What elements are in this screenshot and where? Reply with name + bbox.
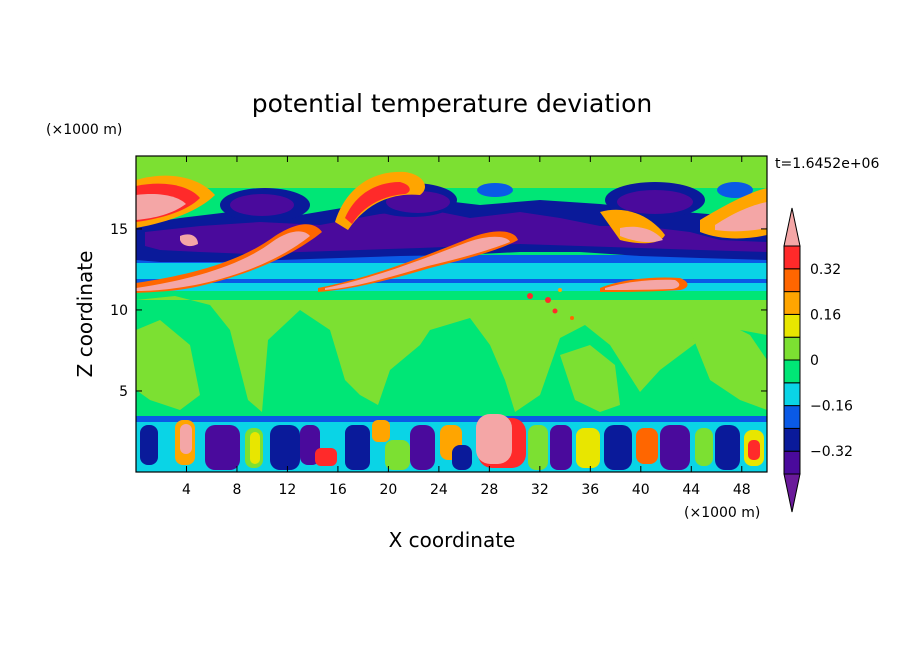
- colorbar-min-triangle: [783, 473, 801, 513]
- x-axis-ticks: 4 8 12 16 20 24 28 32 36 40 44 48: [182, 156, 751, 498]
- x-tick-label: 28: [480, 482, 498, 498]
- y-tick-label: 5: [119, 384, 128, 400]
- warm-front: [136, 231, 310, 291]
- upper-band: [136, 279, 767, 283]
- mid-positive-patch: [690, 320, 767, 410]
- plot-frame: [135, 155, 768, 473]
- lower-cells: [140, 414, 764, 470]
- colorbar-segment: [783, 268, 801, 293]
- colorbar-segment: [783, 427, 801, 452]
- mid-positive-patch: [136, 296, 767, 412]
- x-tick-label: 40: [632, 482, 650, 498]
- cold-blob: [477, 183, 513, 197]
- time-label: t=1.6452e+06: [775, 156, 879, 172]
- colorbar-tick-label: 0: [810, 353, 819, 369]
- y-axis-label: Z coordinate: [73, 251, 97, 378]
- warm-speck: [545, 297, 551, 303]
- colorbar-tick-label: 0.16: [810, 307, 841, 323]
- colorbar-segment: [783, 359, 801, 384]
- colorbar-segment: [783, 336, 801, 361]
- cold-blob: [230, 194, 294, 216]
- mid-positive-patch: [560, 345, 620, 412]
- x-tick-label: 16: [329, 482, 347, 498]
- x-axis-label: X coordinate: [389, 528, 516, 552]
- y-axis-ticks: 5 10 15: [110, 222, 767, 400]
- upper-band: [136, 283, 767, 291]
- warm-front: [325, 236, 510, 290]
- warm-speck: [558, 288, 562, 292]
- warm-front: [620, 226, 663, 243]
- x-tick-label: 12: [279, 482, 297, 498]
- warm-speck: [552, 308, 558, 314]
- colorbar-segment: [783, 450, 801, 475]
- warm-ridge: [136, 194, 186, 220]
- upper-band: [136, 263, 767, 279]
- x-unit-label: (×1000 m): [684, 505, 760, 521]
- x-tick-label: 8: [232, 482, 241, 498]
- y-tick-label: 15: [110, 222, 128, 238]
- colorbar-tick-label: −0.32: [810, 444, 853, 460]
- colorbar-segment: [783, 291, 801, 315]
- y-tick-label: 10: [110, 303, 128, 319]
- warm-ridge: [715, 202, 767, 232]
- x-tick-label: 32: [531, 482, 549, 498]
- x-tick-label: 20: [379, 482, 397, 498]
- cold-blob: [617, 190, 693, 214]
- warm-ridge: [345, 182, 410, 224]
- x-tick-label: 44: [682, 482, 700, 498]
- lower-layer-top: [136, 416, 767, 422]
- colorbar: 0.32 0.16 0 −0.16 −0.32: [783, 207, 853, 513]
- x-tick-label: 36: [581, 482, 599, 498]
- chart-title: potential temperature deviation: [252, 89, 652, 118]
- colorbar-tick-label: 0.32: [810, 262, 841, 278]
- warm-speck: [570, 316, 574, 320]
- colorbar-segment: [783, 405, 801, 429]
- colorbar-segment: [783, 313, 801, 338]
- cold-blob: [386, 191, 450, 213]
- mid-positive-patch: [136, 320, 200, 410]
- x-tick-label: 24: [430, 482, 448, 498]
- colorbar-max-triangle: [783, 207, 801, 247]
- colorbar-tick-label: −0.16: [810, 399, 853, 415]
- warm-front: [605, 279, 680, 290]
- colorbar-segment: [783, 245, 801, 270]
- warm-speck: [527, 293, 533, 299]
- y-unit-label: (×1000 m): [46, 122, 122, 138]
- x-tick-label: 4: [182, 482, 191, 498]
- warm-front: [180, 234, 198, 247]
- contour-field: [136, 156, 767, 472]
- colorbar-segment: [783, 382, 801, 407]
- cold-blob: [717, 182, 753, 198]
- x-tick-label: 48: [733, 482, 751, 498]
